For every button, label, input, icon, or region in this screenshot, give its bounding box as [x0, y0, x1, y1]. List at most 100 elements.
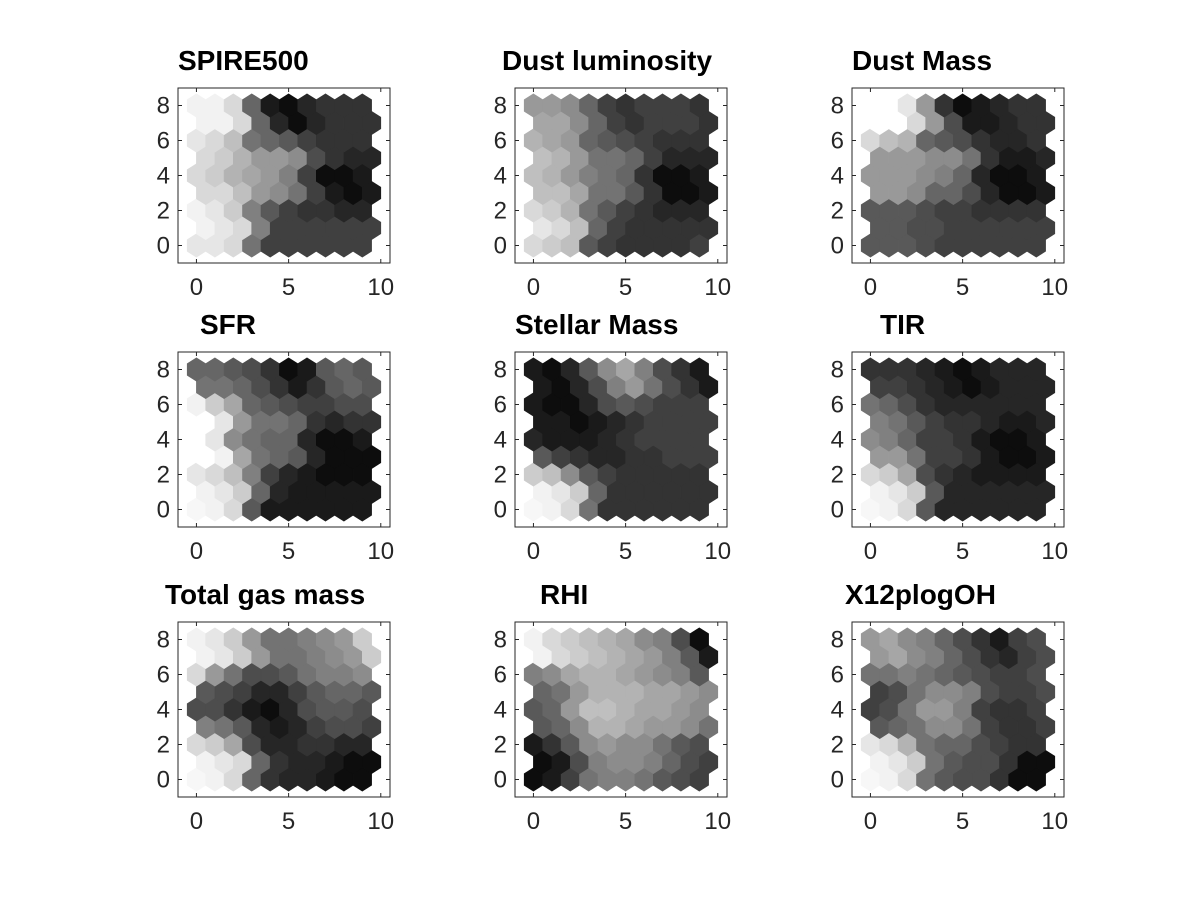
hex-cells	[186, 357, 382, 522]
x-tick-label: 5	[956, 808, 969, 835]
y-tick-label: 4	[831, 163, 844, 190]
panel-1: SPIRE500 0 2 4 6 8 0 5 10	[157, 45, 394, 301]
y-tick-label: 8	[157, 357, 170, 384]
y-tick-label: 6	[831, 662, 844, 689]
y-tick-label: 2	[494, 462, 507, 489]
x-tick-label: 0	[190, 538, 203, 565]
y-tick-label: 6	[157, 392, 170, 419]
y-tick-label: 4	[494, 697, 507, 724]
y-tick-label: 2	[157, 198, 170, 225]
x-tick-label: 10	[367, 808, 394, 835]
y-tick-label: 0	[157, 497, 170, 524]
x-tick-label: 5	[956, 274, 969, 301]
y-tick-label: 2	[831, 462, 844, 489]
panel-title: Dust luminosity	[502, 45, 712, 76]
y-tick-label: 6	[157, 662, 170, 689]
y-tick-label: 0	[494, 497, 507, 524]
y-tick-label: 8	[831, 93, 844, 120]
panel-title: Stellar Mass	[515, 309, 678, 340]
y-tick-label: 2	[157, 462, 170, 489]
x-tick-label: 10	[367, 538, 394, 565]
x-tick-label: 5	[282, 274, 295, 301]
y-tick-label: 4	[831, 697, 844, 724]
x-tick-label: 10	[704, 274, 731, 301]
panel-7: Total gas mass 0 2 4 6 8 0 5 10	[157, 579, 394, 835]
hex-cells	[523, 357, 719, 522]
panel-8: RHI 0 2 4 6 8 0 5 10	[494, 579, 731, 835]
hex-cell	[1026, 627, 1046, 652]
hex-cells	[523, 93, 719, 258]
y-tick-label: 8	[494, 627, 507, 654]
x-tick-label: 10	[1041, 808, 1068, 835]
hex-cell	[352, 93, 372, 118]
y-tick-label: 8	[494, 357, 507, 384]
y-tick-label: 2	[831, 198, 844, 225]
panel-3: Dust Mass 0 2 4 6 8 0 5 10	[831, 45, 1068, 301]
hex-cells	[523, 627, 719, 792]
x-tick-label: 10	[1041, 538, 1068, 565]
hex-cell	[689, 357, 709, 382]
x-tick-label: 0	[864, 538, 877, 565]
y-tick-label: 2	[494, 198, 507, 225]
x-tick-label: 0	[527, 538, 540, 565]
x-tick-label: 0	[190, 274, 203, 301]
y-tick-label: 4	[157, 163, 170, 190]
hex-cell	[1026, 357, 1046, 382]
x-tick-label: 0	[190, 808, 203, 835]
y-tick-label: 6	[831, 392, 844, 419]
x-tick-label: 5	[282, 808, 295, 835]
panel-4: SFR 0 2 4 6 8 0 5 10	[157, 309, 394, 565]
y-tick-label: 6	[494, 392, 507, 419]
y-tick-label: 2	[831, 732, 844, 759]
y-tick-label: 0	[831, 233, 844, 260]
hex-cells	[860, 627, 1056, 792]
y-tick-label: 8	[831, 627, 844, 654]
hex-cell	[352, 357, 372, 382]
y-tick-label: 2	[494, 732, 507, 759]
panel-2: Dust luminosity 0 2 4 6 8 0 5 10	[494, 45, 731, 301]
y-tick-label: 8	[494, 93, 507, 120]
panel-9: X12plogOH 0 2 4 6 8 0 5 10	[831, 579, 1068, 835]
y-tick-label: 6	[494, 128, 507, 155]
x-tick-label: 10	[704, 538, 731, 565]
y-tick-label: 4	[157, 697, 170, 724]
y-tick-label: 0	[494, 767, 507, 794]
hex-cells	[186, 627, 382, 792]
y-tick-label: 0	[831, 767, 844, 794]
hex-cell	[689, 93, 709, 118]
panel-title: RHI	[540, 579, 588, 610]
x-tick-label: 5	[282, 538, 295, 565]
panel-title: TIR	[880, 309, 925, 340]
x-tick-label: 0	[527, 808, 540, 835]
y-tick-label: 0	[831, 497, 844, 524]
y-tick-label: 8	[157, 627, 170, 654]
x-tick-label: 5	[619, 808, 632, 835]
y-tick-label: 6	[494, 662, 507, 689]
y-tick-label: 4	[494, 427, 507, 454]
y-tick-label: 8	[831, 357, 844, 384]
y-tick-label: 2	[157, 732, 170, 759]
hex-cell	[689, 627, 709, 652]
y-tick-label: 4	[157, 427, 170, 454]
y-tick-label: 4	[494, 163, 507, 190]
x-tick-label: 5	[619, 274, 632, 301]
x-tick-label: 0	[864, 274, 877, 301]
x-tick-label: 10	[367, 274, 394, 301]
y-tick-label: 0	[494, 233, 507, 260]
hex-cells	[860, 357, 1056, 522]
y-tick-label: 0	[157, 767, 170, 794]
x-tick-label: 5	[619, 538, 632, 565]
y-tick-label: 0	[157, 233, 170, 260]
x-tick-label: 5	[956, 538, 969, 565]
x-tick-label: 0	[527, 274, 540, 301]
x-tick-label: 10	[1041, 274, 1068, 301]
hex-cells	[186, 93, 382, 258]
hex-cells	[860, 93, 1056, 258]
y-tick-label: 6	[831, 128, 844, 155]
panel-title: SFR	[200, 309, 256, 340]
hex-cell	[1026, 93, 1046, 118]
y-tick-label: 6	[157, 128, 170, 155]
hex-cell	[352, 627, 372, 652]
panel-title: SPIRE500	[178, 45, 309, 76]
